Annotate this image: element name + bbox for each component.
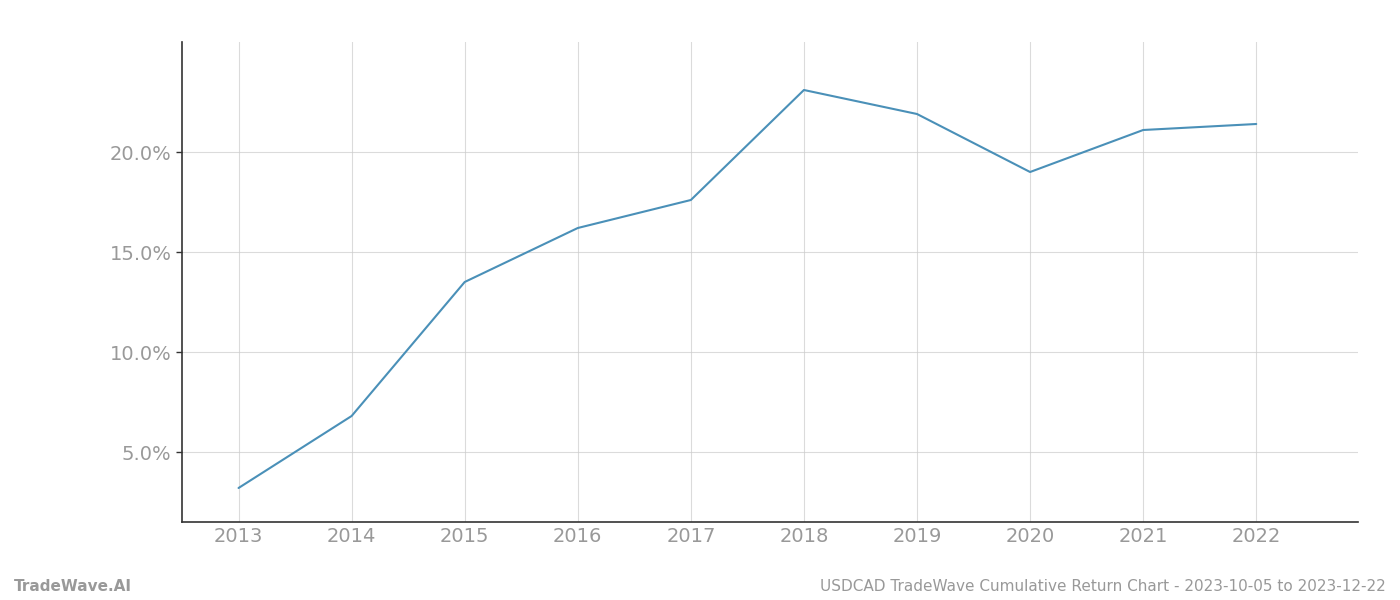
Text: TradeWave.AI: TradeWave.AI (14, 579, 132, 594)
Text: USDCAD TradeWave Cumulative Return Chart - 2023-10-05 to 2023-12-22: USDCAD TradeWave Cumulative Return Chart… (820, 579, 1386, 594)
